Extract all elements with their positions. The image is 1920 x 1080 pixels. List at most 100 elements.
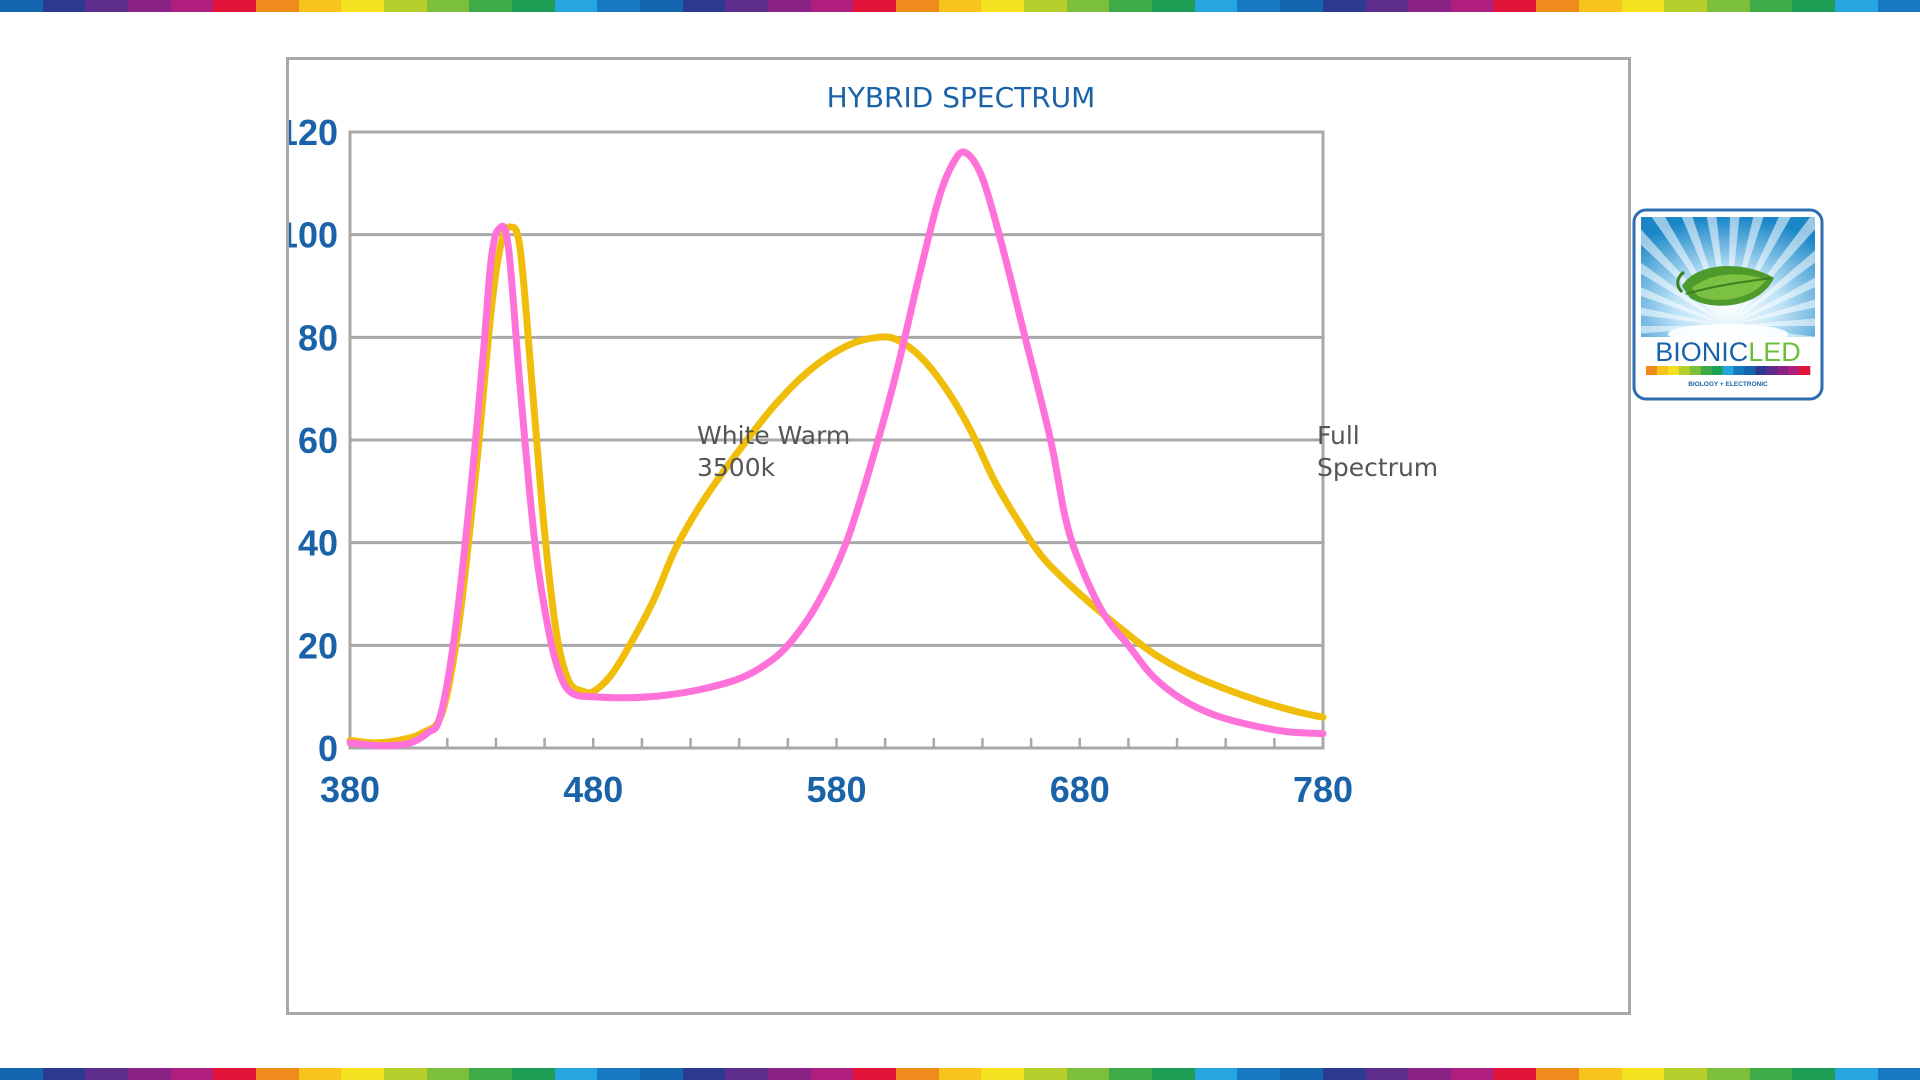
stripe-segment bbox=[341, 1068, 385, 1080]
stripe-segment bbox=[1749, 0, 1793, 12]
stripe-segment bbox=[682, 0, 726, 12]
y-tick-label-120: 120 bbox=[289, 112, 338, 153]
logo-bar-segment bbox=[1744, 366, 1756, 375]
y-tick-label-0: 0 bbox=[318, 728, 338, 769]
stripe-segment bbox=[1280, 0, 1323, 12]
bottom-rainbow-stripe bbox=[0, 1068, 1920, 1080]
stripe-segment bbox=[1493, 0, 1537, 12]
stripe-segment bbox=[1706, 0, 1750, 12]
stripe-segment bbox=[1322, 0, 1366, 12]
stripe-segment bbox=[1365, 1068, 1409, 1080]
stripe-segment bbox=[1621, 1068, 1665, 1080]
logo-bar-segment bbox=[1646, 366, 1658, 375]
stripe-segment bbox=[682, 1068, 726, 1080]
x-tick-label-480: 480 bbox=[563, 769, 623, 810]
series-line-white-warm bbox=[346, 223, 1327, 747]
stripe-segment bbox=[1493, 1068, 1537, 1080]
stripe-segment bbox=[426, 0, 470, 12]
x-tick-label-780: 780 bbox=[1293, 769, 1353, 810]
stripe-segment bbox=[1578, 1068, 1622, 1080]
stripe-segment bbox=[384, 0, 427, 12]
y-axis-labels: 0 20 40 60 80 100 120 bbox=[289, 112, 338, 769]
stripe-segment bbox=[1408, 0, 1451, 12]
logo-brand-text: BIONICLED bbox=[1655, 337, 1801, 367]
annotation-full-spectrum: Full Spectrum bbox=[1317, 421, 1438, 482]
stripe-segment bbox=[42, 0, 86, 12]
stripe-segment bbox=[1152, 0, 1195, 12]
stripe-segment bbox=[1621, 0, 1665, 12]
stripe-segment bbox=[213, 0, 257, 12]
logo-brand-part2: LED bbox=[1748, 337, 1801, 367]
x-tick-label-380: 380 bbox=[320, 769, 380, 810]
stripe-segment bbox=[1664, 1068, 1707, 1080]
top-rainbow-stripe bbox=[0, 0, 1920, 12]
stripe-segment bbox=[1109, 0, 1153, 12]
logo-bar-segment bbox=[1667, 366, 1680, 375]
stripe-segment bbox=[1877, 0, 1920, 12]
stripe-segment bbox=[1792, 1068, 1835, 1080]
stripe-segment bbox=[597, 0, 641, 12]
stripe-segment bbox=[426, 1068, 470, 1080]
stripe-segment bbox=[469, 1068, 513, 1080]
stripe-segment bbox=[853, 1068, 897, 1080]
stripe-segment bbox=[768, 0, 811, 12]
stripe-segment bbox=[384, 1068, 427, 1080]
stripe-segment bbox=[725, 1068, 769, 1080]
stripe-segment bbox=[469, 0, 513, 12]
stripe-segment bbox=[597, 1068, 641, 1080]
stripe-segment bbox=[896, 1068, 939, 1080]
y-tick-label-100: 100 bbox=[289, 215, 338, 256]
stripe-segment bbox=[640, 0, 683, 12]
leaf-sunburst-icon bbox=[1676, 266, 1774, 306]
stripe-segment bbox=[1024, 0, 1067, 12]
stripe-segment bbox=[1365, 0, 1409, 12]
logo-color-bar bbox=[1646, 366, 1811, 375]
y-tick-label-40: 40 bbox=[298, 523, 338, 564]
stripe-segment bbox=[1834, 1068, 1878, 1080]
stripe-segment bbox=[42, 1068, 86, 1080]
stripe-segment bbox=[1578, 0, 1622, 12]
annotation-white-warm-line1: White Warm bbox=[697, 421, 850, 450]
logo-tagline: BIOLOGY + ELECTRONIC bbox=[1688, 381, 1768, 388]
stripe-segment bbox=[810, 0, 854, 12]
stripe-segment bbox=[0, 1068, 43, 1080]
chart-frame: HYBRID SPECTRUM 0 20 40 60 80 100 120 380 480 58… bbox=[286, 57, 1824, 1015]
stripe-segment bbox=[512, 1068, 555, 1080]
stripe-segment bbox=[938, 0, 982, 12]
stripe-segment bbox=[1024, 1068, 1067, 1080]
stripe-segment bbox=[1536, 0, 1579, 12]
logo-bar-segment bbox=[1678, 366, 1691, 375]
stripe-segment bbox=[1152, 1068, 1195, 1080]
stripe-segment bbox=[1536, 1068, 1579, 1080]
stripe-segment bbox=[1749, 1068, 1793, 1080]
stripe-segment bbox=[128, 1068, 171, 1080]
stripe-segment bbox=[256, 1068, 299, 1080]
logo-bar-segment bbox=[1700, 366, 1712, 375]
bionicled-logo: BIONICLED BIOLOGY + ELECTRONIC bbox=[1632, 208, 1824, 401]
stripe-segment bbox=[896, 0, 939, 12]
logo-bar-segment bbox=[1766, 366, 1778, 375]
y-tick-label-80: 80 bbox=[298, 317, 338, 358]
annotation-white-warm: White Warm 3500k bbox=[697, 421, 858, 482]
stripe-segment bbox=[1792, 0, 1835, 12]
y-tick-label-20: 20 bbox=[298, 625, 338, 666]
logo-bar-segment bbox=[1656, 366, 1669, 375]
annotation-full-spectrum-line2: Spectrum bbox=[1317, 453, 1438, 482]
stripe-segment bbox=[1322, 1068, 1366, 1080]
sun-ray bbox=[1728, 217, 1791, 326]
logo-bar-segment bbox=[1711, 366, 1723, 375]
stripe-segment bbox=[1450, 1068, 1494, 1080]
stripe-segment bbox=[725, 0, 769, 12]
stripe-segment bbox=[1066, 0, 1110, 12]
stripe-segment bbox=[1664, 0, 1707, 12]
chart-title: HYBRID SPECTRUM bbox=[827, 81, 1096, 114]
annotation-white-warm-line2: 3500k bbox=[697, 453, 776, 482]
stripe-segment bbox=[981, 0, 1025, 12]
stripe-segment bbox=[1280, 1068, 1323, 1080]
stripe-segment bbox=[128, 0, 171, 12]
stripe-segment bbox=[1066, 1068, 1110, 1080]
stripe-segment bbox=[256, 0, 299, 12]
stripe-segment bbox=[1194, 1068, 1238, 1080]
logo-bar-segment bbox=[1777, 366, 1789, 375]
sun-ray bbox=[1641, 307, 1728, 326]
